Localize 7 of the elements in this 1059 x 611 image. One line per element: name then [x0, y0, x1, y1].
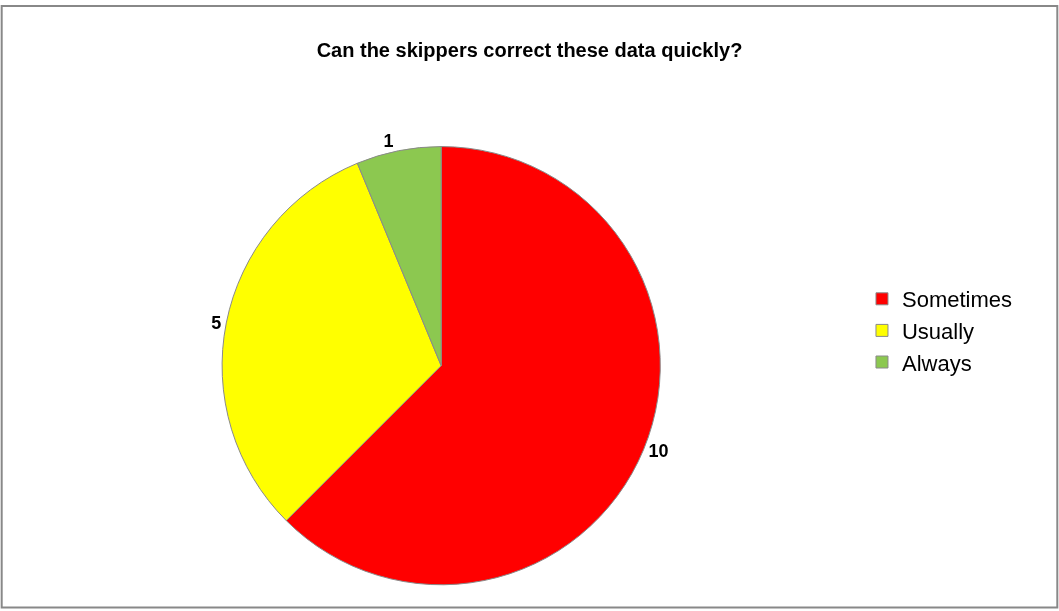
- data-label: 1: [383, 131, 394, 152]
- data-label: 10: [648, 440, 669, 461]
- legend-label: Usually: [901, 318, 975, 344]
- data-label: 5: [211, 312, 222, 333]
- chart-title: Can the skippers correct these data quickly?: [316, 38, 743, 61]
- legend-label: Always: [901, 350, 972, 376]
- legend-label: Sometimes: [901, 287, 1013, 313]
